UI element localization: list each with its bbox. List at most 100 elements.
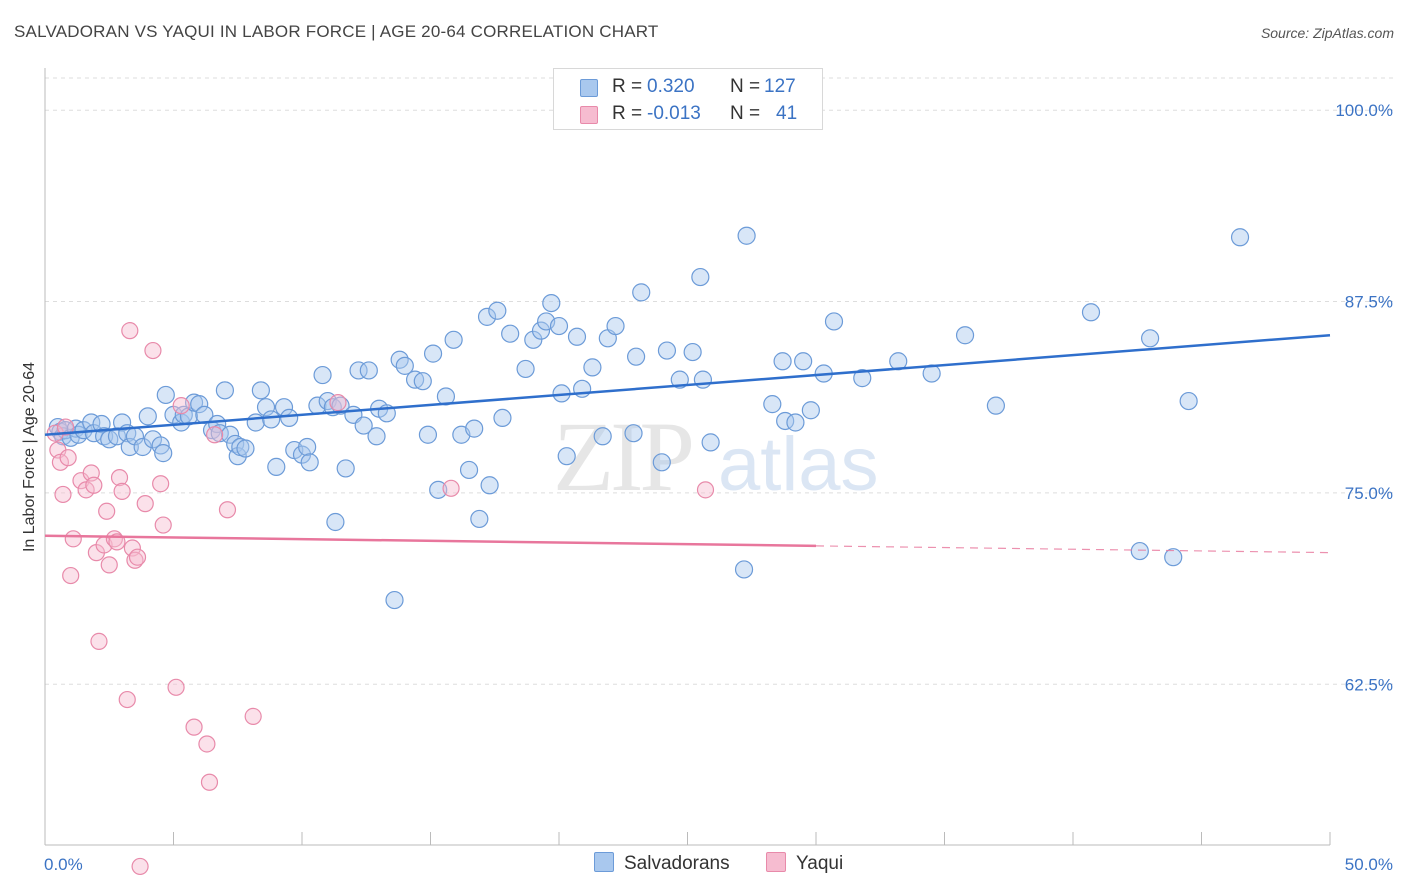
- legend-r-label: R =: [612, 103, 643, 124]
- legend-label-yaqui: Yaqui: [796, 853, 844, 874]
- data-point: [326, 512, 345, 532]
- data-point: [734, 560, 754, 579]
- data-point: [567, 327, 587, 346]
- data-point: [367, 427, 386, 446]
- data-point: [84, 424, 103, 443]
- salvadorans-points: [48, 226, 1250, 610]
- x-tick-label: 0.0%: [44, 855, 83, 874]
- data-point: [190, 395, 209, 414]
- data-point: [113, 482, 131, 500]
- data-point: [359, 361, 378, 380]
- legend-swatch-blue: [580, 79, 598, 97]
- data-point: [955, 326, 975, 345]
- data-point: [300, 453, 319, 472]
- gridlines: [45, 77, 1393, 685]
- data-point: [516, 359, 535, 379]
- salvadorans-trend-line: [44, 333, 1331, 436]
- data-point: [200, 773, 219, 791]
- data-point: [773, 352, 792, 371]
- data-point: [1130, 541, 1149, 561]
- data-point: [98, 502, 116, 520]
- data-point: [696, 481, 715, 499]
- legend-row-salvadorans: R = 0.320 N = 127: [554, 73, 822, 101]
- data-point: [349, 361, 368, 380]
- data-point: [593, 427, 612, 446]
- legend-n-label: N =: [730, 76, 761, 97]
- data-point: [1081, 303, 1101, 322]
- data-point: [824, 312, 844, 331]
- data-point: [986, 396, 1006, 415]
- data-point: [657, 341, 677, 360]
- data-point: [542, 293, 561, 313]
- legend-item-salvadorans: Salvadorans: [594, 852, 730, 875]
- data-point: [298, 437, 317, 457]
- yaqui-trend-line: [44, 534, 817, 548]
- data-point: [442, 479, 460, 497]
- y-tick-label: 62.5%: [1345, 675, 1393, 694]
- data-point: [480, 476, 499, 495]
- data-point: [144, 341, 162, 360]
- data-point: [56, 418, 75, 436]
- data-point: [794, 352, 813, 371]
- data-point: [133, 437, 152, 457]
- legend-swatch-salvadorans: [594, 852, 614, 872]
- data-point: [215, 381, 234, 400]
- data-point: [280, 408, 299, 428]
- data-point: [693, 370, 713, 389]
- y-tick-label: 100.0%: [1335, 101, 1393, 120]
- legend-row-yaqui: R = -0.013 N = 41: [554, 100, 822, 128]
- data-point: [488, 301, 507, 320]
- watermark-zip: ZIP: [553, 401, 691, 512]
- data-point: [465, 419, 484, 438]
- data-point: [624, 424, 643, 443]
- watermark: ZIP atlas: [553, 401, 879, 512]
- data-point: [354, 416, 373, 435]
- x-tick-label: 50.0%: [1345, 855, 1393, 874]
- data-point: [138, 407, 157, 426]
- data-point: [136, 495, 154, 513]
- data-point: [64, 530, 82, 548]
- data-point: [501, 324, 520, 343]
- data-point: [244, 707, 262, 726]
- legend-label-salvadorans: Salvadorans: [624, 853, 730, 874]
- data-point: [112, 413, 132, 432]
- data-point: [329, 393, 347, 412]
- data-point: [1179, 391, 1198, 411]
- stats-legend: R = 0.320 N = 127 R = -0.013 N = 41: [553, 68, 823, 130]
- data-point: [246, 413, 265, 432]
- data-point: [198, 735, 216, 753]
- data-point: [62, 566, 80, 585]
- data-point: [652, 453, 671, 472]
- data-point: [1230, 228, 1250, 247]
- data-point: [154, 444, 173, 463]
- data-point: [128, 548, 147, 566]
- trend-lines: [44, 333, 1331, 554]
- data-point: [429, 480, 448, 499]
- data-point: [470, 509, 489, 529]
- data-point: [267, 457, 286, 476]
- data-point: [120, 437, 139, 457]
- data-point: [1164, 548, 1183, 567]
- y-tick-label: 87.5%: [1345, 293, 1393, 312]
- data-point: [236, 439, 255, 458]
- data-point: [436, 387, 456, 406]
- data-point: [251, 381, 270, 400]
- data-point: [220, 425, 240, 444]
- y-tick-labels: 62.5% 75.0% 87.5% 100.0%: [1335, 101, 1393, 694]
- data-point: [90, 632, 108, 651]
- legend-swatch-yaqui: [766, 852, 786, 872]
- data-point: [154, 516, 172, 534]
- legend-item-yaqui: Yaqui: [766, 852, 843, 875]
- data-point: [172, 397, 190, 415]
- data-point: [853, 369, 872, 388]
- data-point: [218, 501, 237, 519]
- legend-r-value: -0.013: [647, 103, 701, 124]
- data-point: [206, 426, 224, 444]
- data-point: [737, 226, 756, 245]
- data-point: [531, 321, 551, 340]
- source-label: Source: ZipAtlas.com: [1260, 25, 1394, 41]
- data-point: [107, 427, 127, 446]
- data-point: [423, 344, 443, 363]
- data-point: [110, 469, 129, 487]
